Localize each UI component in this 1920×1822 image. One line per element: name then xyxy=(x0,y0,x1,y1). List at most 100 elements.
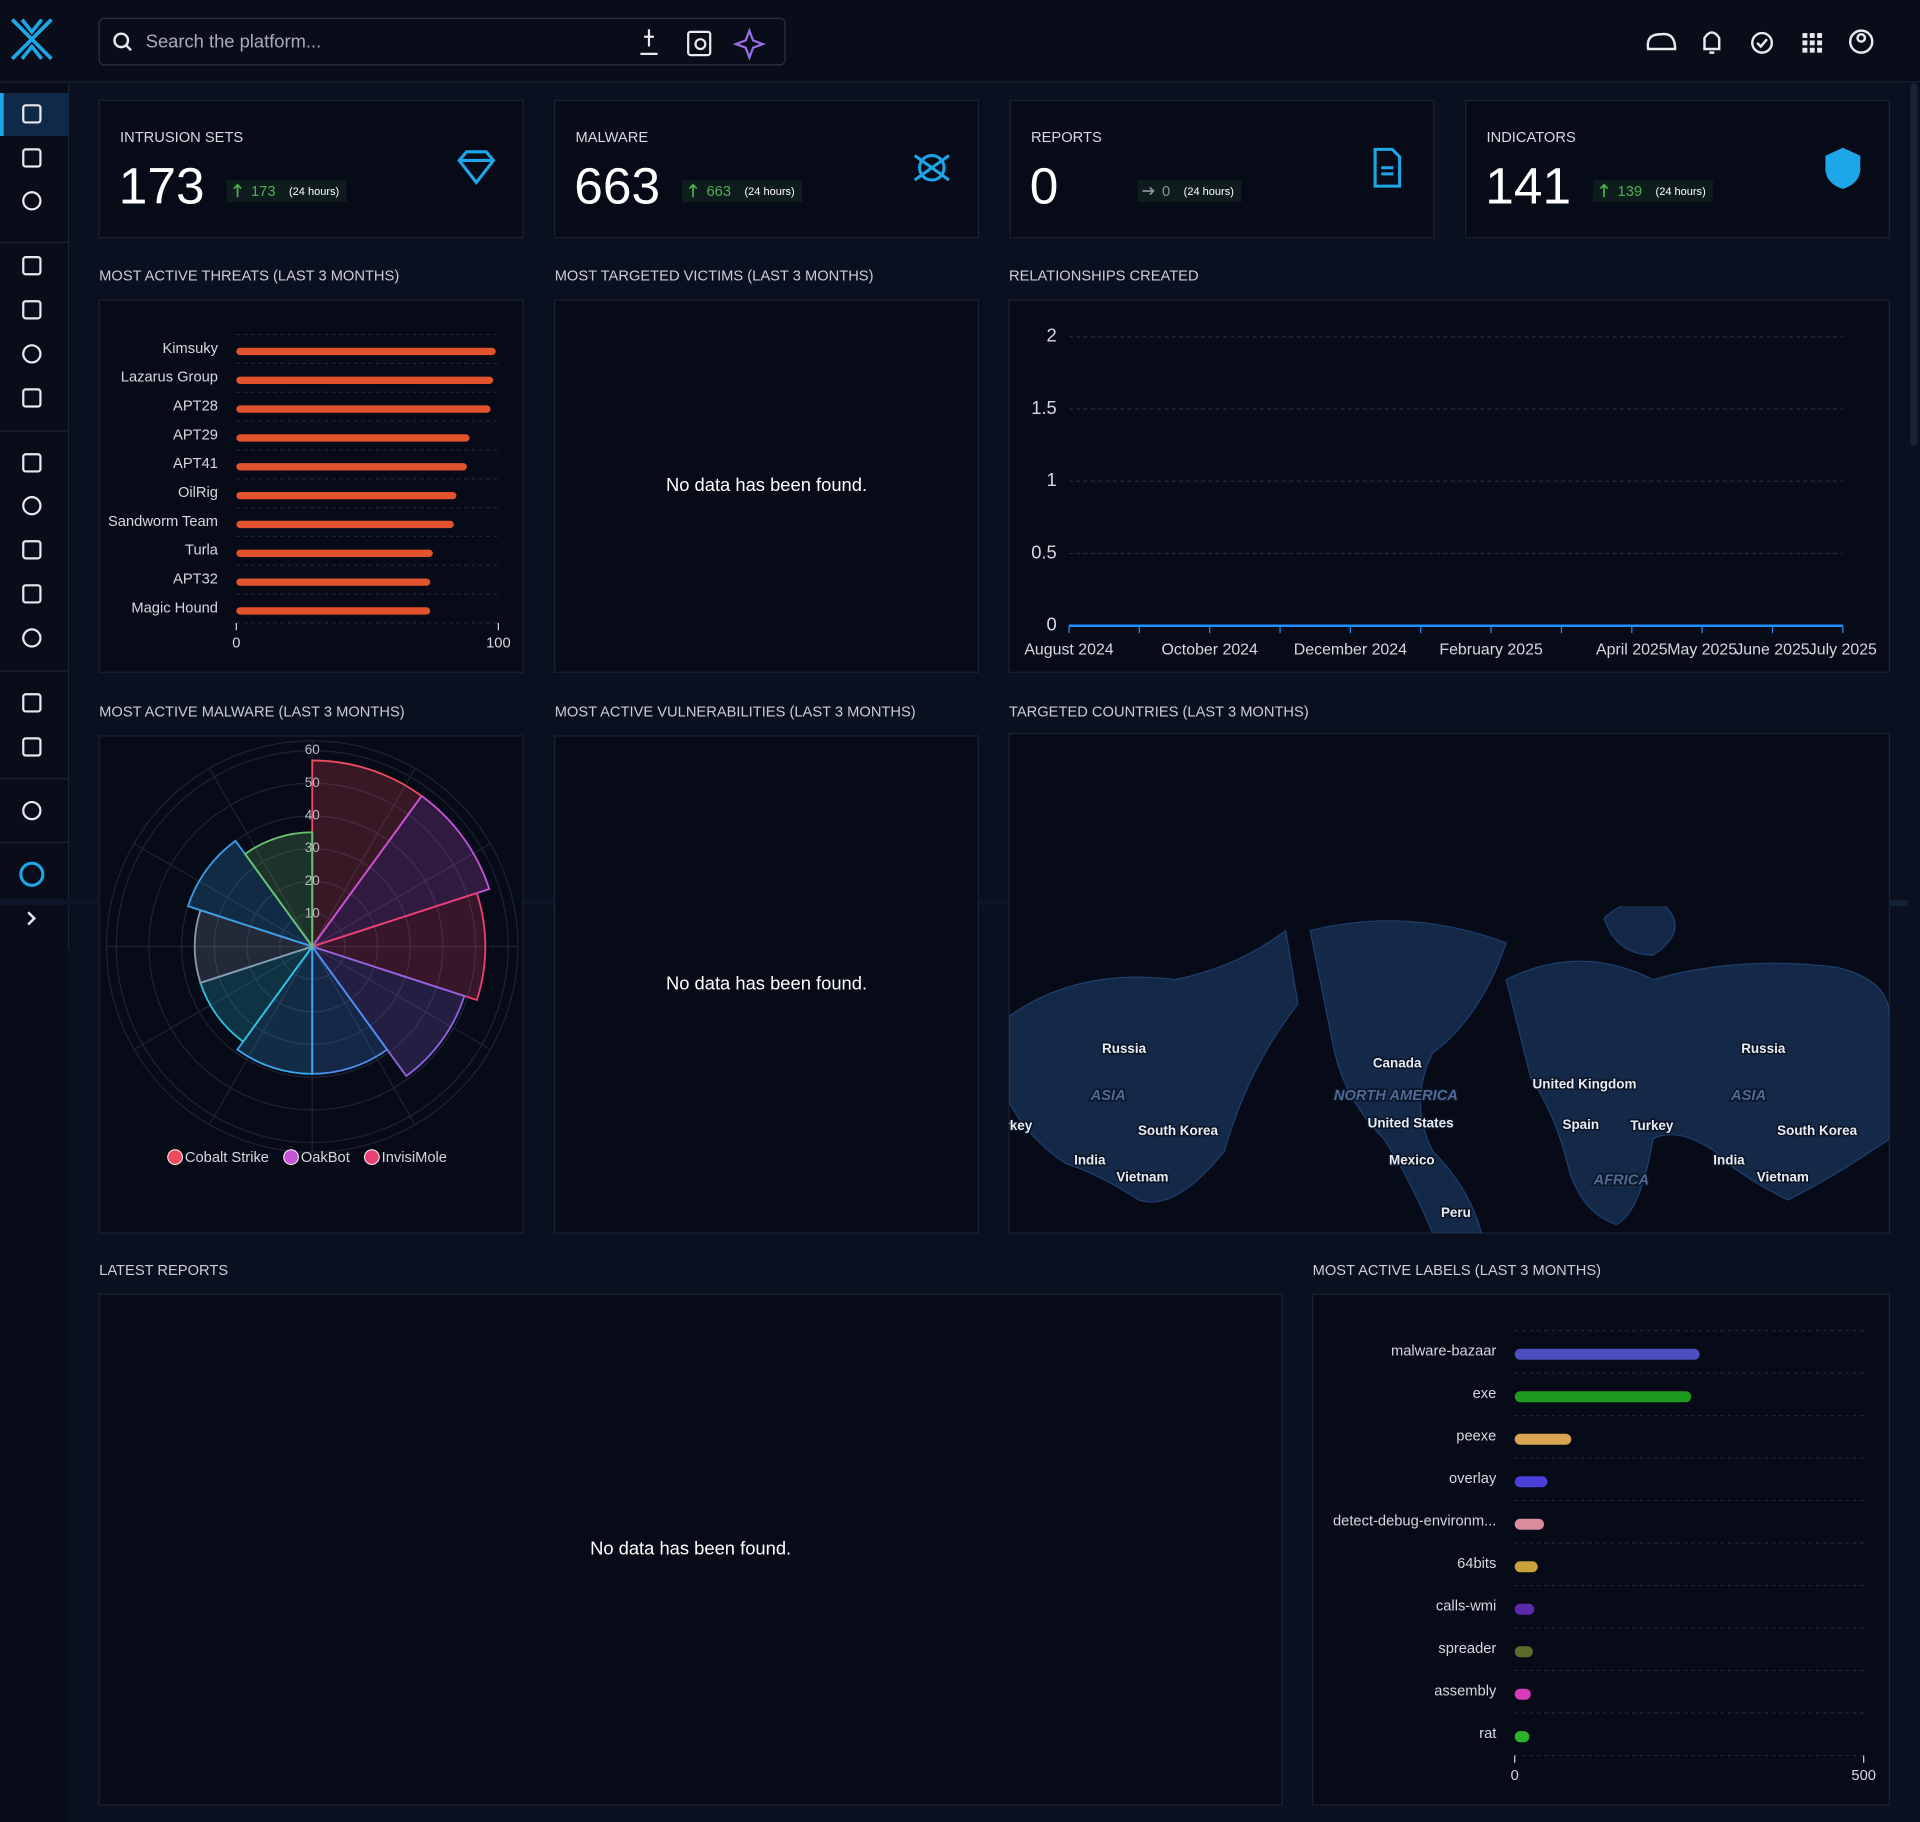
empty-message: No data has been found. xyxy=(666,474,867,495)
sidebar-selected[interactable] xyxy=(0,93,69,136)
widget-title: LATEST REPORTS xyxy=(99,1263,228,1279)
vertical-scrollbar[interactable] xyxy=(1910,83,1918,446)
sidebar-icon xyxy=(22,453,42,473)
x-tick-label: 500 xyxy=(1851,1768,1876,1784)
sector xyxy=(311,943,389,1075)
sector xyxy=(193,909,316,985)
sidebar-icon xyxy=(22,496,42,516)
r-tick-label: 50 xyxy=(305,775,320,790)
bar xyxy=(236,607,431,615)
sidebar-icon xyxy=(22,737,42,757)
sidebar-icon xyxy=(22,256,42,276)
legend-marker xyxy=(167,1149,183,1165)
bar xyxy=(1514,1391,1692,1403)
map-label: Peru xyxy=(1441,1205,1471,1220)
spoke xyxy=(133,843,313,948)
empty-message: No data has been found. xyxy=(666,972,867,993)
stat-delta: 173 xyxy=(251,184,276,200)
sector xyxy=(309,891,487,1002)
top-icons[interactable] xyxy=(1646,29,1874,54)
bar xyxy=(1514,1731,1530,1743)
bar xyxy=(1514,1603,1535,1615)
stat-label: MALWARE xyxy=(576,130,649,146)
spoke xyxy=(208,946,313,1125)
stat-period: (24 hours) xyxy=(289,186,339,198)
sidebar-icon xyxy=(22,191,42,211)
sector xyxy=(309,794,491,949)
category-label: Kimsuky xyxy=(162,341,218,357)
category-label: malware-bazaar xyxy=(1391,1344,1496,1360)
sidebar-icon xyxy=(22,300,42,320)
sector xyxy=(311,759,423,950)
category-label: peexe xyxy=(1456,1429,1496,1445)
stat-label: INTRUSION SETS xyxy=(120,130,243,146)
stat-value: 173 xyxy=(119,156,205,214)
bar xyxy=(1514,1646,1533,1658)
logo xyxy=(10,18,53,61)
category-label: APT28 xyxy=(173,399,218,415)
map-label: Canada xyxy=(1373,1056,1422,1071)
panel xyxy=(98,735,524,1234)
search-tools[interactable] xyxy=(640,27,766,61)
stat-period: (24 hours) xyxy=(1656,186,1706,198)
sector xyxy=(186,839,315,949)
map: Russia ASIA South Korea India Vietnam Turkey C… xyxy=(1008,906,1890,1234)
category-label: Turla xyxy=(185,543,219,559)
land xyxy=(1008,929,1299,1203)
apps-icon[interactable] xyxy=(1802,33,1823,53)
stat-icon xyxy=(1373,147,1402,188)
r-tick-label: 60 xyxy=(305,742,320,757)
category-label: 64bits xyxy=(1457,1556,1496,1572)
y-tick-label: 0 xyxy=(1047,614,1057,635)
stat-value: 663 xyxy=(574,156,660,214)
map-label: United States xyxy=(1368,1116,1454,1131)
map-label: Vietnam xyxy=(1757,1170,1809,1185)
widget-title: MOST ACTIVE THREATS (LAST 3 MONTHS) xyxy=(99,269,399,285)
y-tick-label: 1.5 xyxy=(1031,397,1057,418)
x-tick-label: February 2025 xyxy=(1439,641,1543,658)
panel xyxy=(98,99,524,239)
category-label: overlay xyxy=(1449,1471,1497,1487)
search-box[interactable] xyxy=(98,17,786,66)
category-label: detect-debug-environm... xyxy=(1333,1514,1496,1530)
sector xyxy=(199,944,315,1043)
r-tick-label: 40 xyxy=(305,807,320,822)
sidebar-icon xyxy=(22,148,42,168)
x-tick-label: 0 xyxy=(1511,1768,1519,1784)
stat-badge xyxy=(1137,180,1242,203)
bar xyxy=(236,405,491,413)
bar xyxy=(236,520,454,529)
spoke xyxy=(311,946,416,1125)
map-label: ASIA xyxy=(1730,1088,1766,1104)
search-placeholder: Search the platform... xyxy=(146,31,322,52)
outer-ring xyxy=(105,740,519,1153)
sidebar-icon xyxy=(22,693,42,713)
legend-marker xyxy=(283,1149,299,1165)
sidebar-selected-bar xyxy=(0,93,4,136)
sidebar-icon xyxy=(22,344,42,364)
category-label: Sandworm Team xyxy=(108,514,218,530)
panel xyxy=(1312,1293,1891,1806)
stat-value: 141 xyxy=(1485,156,1571,214)
sector xyxy=(309,944,466,1078)
stat-value: 0 xyxy=(1030,156,1059,214)
bar xyxy=(1514,1433,1572,1445)
bar xyxy=(236,491,457,500)
stat-icon xyxy=(1825,147,1861,189)
stat-label: INDICATORS xyxy=(1487,130,1576,146)
stat-arrow xyxy=(1599,183,1609,198)
category-label: APT32 xyxy=(173,572,218,588)
panel xyxy=(554,99,979,239)
bar xyxy=(1514,1561,1538,1573)
r-tick-label: 10 xyxy=(305,905,320,920)
legend-label: OakBot xyxy=(301,1150,350,1166)
search-icon xyxy=(113,32,130,49)
map-label: India xyxy=(1713,1152,1745,1167)
bar xyxy=(236,578,431,586)
grid-ring xyxy=(115,750,509,1144)
stat-badge xyxy=(682,180,803,203)
spoke xyxy=(208,768,313,947)
sidebar-icon xyxy=(27,911,37,926)
stat-icon xyxy=(913,153,950,182)
